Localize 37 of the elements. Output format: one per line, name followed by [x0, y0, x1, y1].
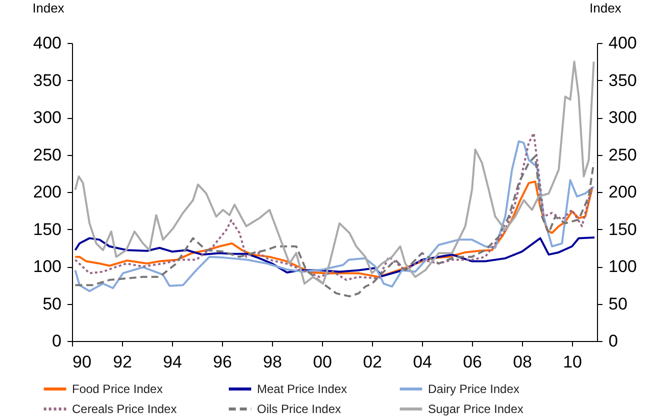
legend-label: Dairy Price Index	[428, 382, 520, 396]
y-tick-label: 350	[33, 70, 62, 90]
y-axis-title: Index	[32, 0, 65, 16]
y-tick-label: 250	[33, 145, 62, 164]
y-tick-label: 100	[33, 257, 62, 276]
y2-tick-label: 50	[608, 294, 628, 314]
y-tick-label: 300	[33, 108, 62, 127]
y2-tick-label: 150	[608, 220, 637, 239]
x-tick-label: 00	[313, 352, 332, 372]
y2-tick-label: 100	[608, 257, 637, 276]
y-tick-label: 0	[52, 332, 62, 350]
x-tick-label: 10	[563, 352, 582, 372]
y2-tick-label: 350	[608, 70, 637, 90]
y2-tick-label: 400	[608, 34, 637, 52]
x-tick-label: 92	[113, 352, 132, 372]
legend-label: Meat Price Index	[257, 382, 348, 396]
y-tick-label: 200	[33, 182, 62, 202]
x-tick-label: 02	[363, 352, 382, 372]
y2-axis-title: Index	[590, 0, 622, 16]
y-tick-label: 150	[33, 220, 62, 239]
y2-tick-label: 250	[608, 145, 637, 164]
x-tick-label: 06	[463, 352, 482, 372]
x-tick-label: 04	[413, 352, 432, 372]
y-tick-label: 400	[33, 34, 62, 52]
y-tick-label: 50	[42, 294, 62, 314]
y2-tick-label: 200	[608, 182, 637, 202]
x-tick-label: 94	[163, 352, 182, 372]
legend-label: Oils Price Index	[257, 402, 342, 416]
x-tick-label: 98	[263, 352, 282, 372]
legend-label: Cereals Price Index	[72, 402, 177, 416]
x-tick-label: 96	[213, 352, 232, 372]
legend-label: Sugar Price Index	[428, 402, 524, 416]
y2-tick-label: 300	[608, 108, 637, 127]
x-tick-label: 90	[72, 352, 92, 372]
x-tick-label: 08	[513, 352, 532, 372]
y2-tick-label: 0	[608, 332, 618, 350]
legend-label: Food Price Index	[72, 382, 163, 396]
